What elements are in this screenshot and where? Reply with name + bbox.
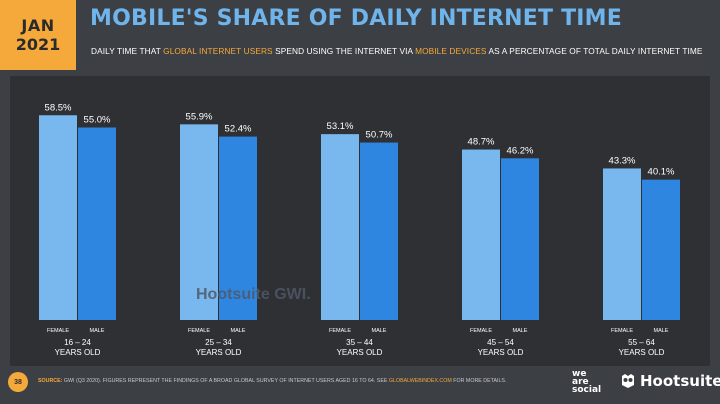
page-number: 38 bbox=[8, 372, 28, 392]
value-label-female-3: 53.1% bbox=[327, 121, 354, 132]
source-text: GWI (Q3 2020). FIGURES REPRESENT THE FIN… bbox=[62, 378, 389, 384]
bar-female-4 bbox=[462, 149, 500, 320]
value-label-female-5: 43.3% bbox=[609, 155, 636, 166]
value-label-male-1: 55.0% bbox=[84, 115, 111, 126]
category-label-1: 16 – 24 bbox=[64, 338, 91, 347]
date-badge: JAN 2021 bbox=[0, 0, 76, 70]
value-label-female-1: 58.5% bbox=[45, 102, 72, 113]
bar-label-male-4: MALE bbox=[513, 328, 528, 334]
bar-label-male-5: MALE bbox=[654, 328, 669, 334]
source-end: FOR MORE DETAILS. bbox=[451, 378, 507, 384]
we-are-social-logo: we are social bbox=[572, 369, 602, 395]
hootsuite-logo: Hootsuite bbox=[620, 372, 720, 390]
bar-label-male-1: MALE bbox=[90, 328, 105, 334]
footer bbox=[0, 366, 720, 404]
subtitle-highlight-mobile: MOBILE DEVICES bbox=[415, 46, 487, 56]
bar-male-5 bbox=[642, 179, 680, 320]
bar-female-5 bbox=[603, 168, 641, 320]
source-note: SOURCE: GWI (Q3 2020). FIGURES REPRESENT… bbox=[38, 378, 506, 384]
bar-label-female-3: FEMALE bbox=[329, 328, 351, 334]
we-are-social-text: we are social bbox=[572, 369, 602, 395]
bar-label-female-4: FEMALE bbox=[470, 328, 492, 334]
bar-label-female-1: FEMALE bbox=[47, 328, 69, 334]
bar-male-2 bbox=[219, 136, 257, 320]
page-title: MOBILE'S SHARE OF DAILY INTERNET TIME bbox=[90, 6, 622, 31]
bar-label-female-2: FEMALE bbox=[188, 328, 210, 334]
category-sublabel-3: YEARS OLD bbox=[337, 348, 383, 357]
category-sublabel-1: YEARS OLD bbox=[55, 348, 101, 357]
category-label-2: 25 – 34 bbox=[205, 338, 232, 347]
bar-label-female-5: FEMALE bbox=[611, 328, 633, 334]
value-label-female-2: 55.9% bbox=[186, 111, 213, 122]
subtitle-part-1: DAILY TIME THAT bbox=[91, 46, 164, 56]
value-label-male-2: 52.4% bbox=[225, 124, 252, 135]
category-label-4: 45 – 54 bbox=[487, 338, 514, 347]
subtitle-part-2: SPEND USING THE INTERNET VIA bbox=[272, 46, 416, 56]
value-label-female-4: 48.7% bbox=[468, 137, 495, 148]
bar-female-2 bbox=[180, 124, 218, 320]
bar-female-3 bbox=[321, 134, 359, 320]
value-label-male-4: 46.2% bbox=[507, 145, 534, 156]
page-subtitle: DAILY TIME THAT GLOBAL INTERNET USERS SP… bbox=[91, 46, 703, 56]
bar-label-male-2: MALE bbox=[231, 328, 246, 334]
source-link[interactable]: GLOBALWEBINDEX.COM bbox=[388, 378, 452, 384]
chart-panel: 58.5% FEMALE 55.0% MALE 16 – 24 YEARS OLD 55.9… bbox=[10, 76, 710, 366]
date-year: 2021 bbox=[15, 35, 61, 54]
date-month: JAN bbox=[21, 16, 55, 35]
category-sublabel-4: YEARS OLD bbox=[478, 348, 524, 357]
hootsuite-text: Hootsuite bbox=[640, 372, 720, 390]
bar-male-1 bbox=[78, 127, 116, 320]
bar-male-3 bbox=[360, 142, 398, 320]
owl-icon bbox=[622, 374, 634, 388]
value-label-male-5: 40.1% bbox=[648, 167, 675, 178]
watermark-logos: Hootsuite GWI. bbox=[196, 286, 311, 303]
source-label: SOURCE: bbox=[38, 378, 63, 384]
bar-female-1 bbox=[39, 115, 77, 320]
value-label-male-3: 50.7% bbox=[366, 130, 393, 141]
category-sublabel-5: YEARS OLD bbox=[619, 348, 665, 357]
category-sublabel-2: YEARS OLD bbox=[196, 348, 242, 357]
bar-male-4 bbox=[501, 158, 539, 320]
subtitle-highlight-users: GLOBAL INTERNET USERS bbox=[163, 46, 273, 56]
category-label-5: 55 – 64 bbox=[628, 338, 655, 347]
bar-label-male-3: MALE bbox=[372, 328, 387, 334]
subtitle-part-3: AS A PERCENTAGE OF TOTAL DAILY INTERNET … bbox=[486, 46, 703, 56]
category-label-3: 35 – 44 bbox=[346, 338, 373, 347]
